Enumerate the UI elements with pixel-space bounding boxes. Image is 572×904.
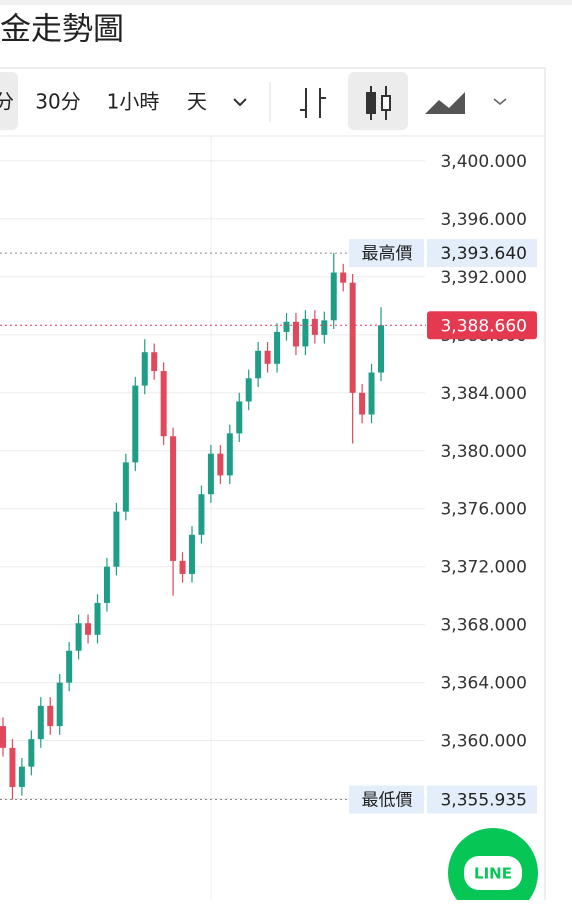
line-bubble[interactable] <box>464 856 522 890</box>
candle-body <box>349 282 356 393</box>
candle-body <box>274 331 281 364</box>
toolbar: 分 30分 1小時 天 <box>0 90 207 114</box>
candle-body <box>113 511 120 567</box>
candle-body <box>359 392 366 415</box>
line-label[interactable]: LINE <box>474 865 512 883</box>
candle-body <box>368 372 375 415</box>
candle-body <box>378 325 384 373</box>
candle-body <box>302 318 309 347</box>
tag-label: 最高價 <box>362 244 413 264</box>
tag-value-bg <box>427 239 537 268</box>
candle-body <box>9 747 16 787</box>
candle-body <box>132 385 139 463</box>
bar-icon[interactable] <box>300 88 326 118</box>
candle-body <box>283 321 290 332</box>
candle-body <box>94 602 101 635</box>
candle-body <box>66 650 73 683</box>
selected-tab-bg <box>0 72 18 130</box>
candle-body <box>75 623 82 651</box>
candle-body <box>330 272 337 321</box>
tag-label-bg <box>349 785 424 814</box>
candle-body <box>292 321 299 347</box>
candle-body <box>198 494 205 535</box>
candle-body <box>170 436 177 561</box>
tag-label: 最低價 <box>362 791 413 811</box>
candle-body <box>217 453 224 476</box>
tag-value-bg <box>427 311 537 340</box>
candle-body <box>340 272 347 283</box>
tag-value-bg <box>427 785 537 814</box>
candle-body <box>85 623 92 635</box>
candle-body <box>264 350 271 364</box>
y-tick-label: 3,396.000 <box>440 210 527 230</box>
page-title: 金走勢圖 <box>0 12 124 48</box>
candle-body <box>37 705 44 740</box>
chevron[interactable] <box>493 98 507 106</box>
timeframe-tab[interactable]: 30分 <box>35 90 80 114</box>
y-tick-label: 3,376.000 <box>440 500 527 520</box>
candle-body <box>47 705 54 727</box>
chevron[interactable] <box>233 98 247 107</box>
candle-body <box>236 401 243 434</box>
candle-body <box>189 534 195 574</box>
timeframe-tab[interactable]: 分 <box>0 90 14 114</box>
candle-body <box>141 352 148 386</box>
top-bar <box>0 0 572 5</box>
candle-body <box>103 566 110 603</box>
area-icon[interactable] <box>425 92 465 114</box>
candle-body <box>207 453 214 495</box>
candle-body <box>179 560 186 574</box>
y-tick-label: 3,384.000 <box>440 384 527 404</box>
y-tick-label: 3,400.000 <box>440 152 527 172</box>
candle-body <box>0 726 6 748</box>
candle-body <box>226 433 233 476</box>
candle-body <box>28 739 35 767</box>
y-tick-label: 3,364.000 <box>440 674 527 694</box>
candle-body <box>321 320 328 335</box>
tag-value: 3,393.640 <box>440 244 527 264</box>
chart-panel <box>0 67 546 904</box>
candle-body <box>18 766 25 787</box>
candle-icon[interactable] <box>366 86 391 120</box>
timeframe-tab[interactable]: 1小時 <box>107 90 160 114</box>
candle-body <box>311 318 318 335</box>
y-tick-label: 3,392.000 <box>440 268 527 288</box>
candle-body <box>56 682 63 727</box>
tag-label-bg <box>349 239 424 268</box>
candle-body <box>122 462 129 512</box>
tag-value: 3,388.660 <box>440 316 527 336</box>
y-tick-label: 3,360.000 <box>440 732 527 752</box>
timeframe-tab[interactable]: 天 <box>187 90 207 114</box>
plot: 3,400.0003,396.0003,392.0003,388.0003,38… <box>0 152 537 814</box>
candle-body <box>245 378 252 402</box>
candle-body <box>255 350 262 379</box>
candle-body <box>160 371 167 437</box>
tag-value: 3,355.935 <box>440 791 527 811</box>
y-tick-label: 3,380.000 <box>440 442 527 462</box>
y-tick-label: 3,372.000 <box>440 558 527 578</box>
candle-icon-bg[interactable] <box>348 72 408 130</box>
y-tick-label: 3,368.000 <box>440 616 527 636</box>
candle-body <box>151 352 158 372</box>
